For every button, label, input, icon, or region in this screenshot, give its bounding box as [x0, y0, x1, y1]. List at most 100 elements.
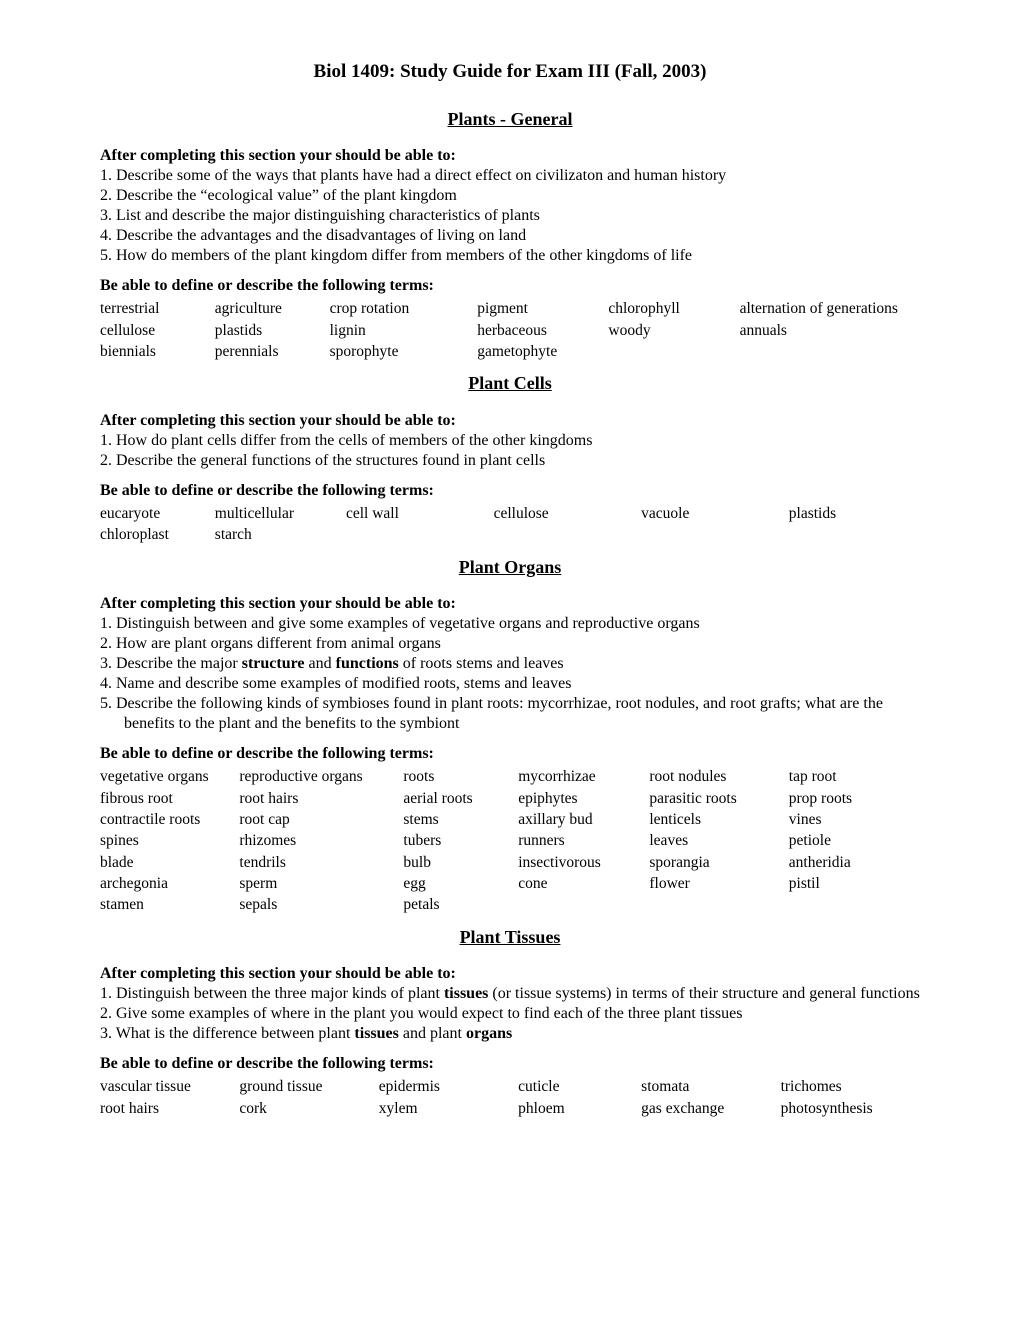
term-cell: fibrous root: [100, 788, 239, 809]
term-cell: gametophyte: [477, 341, 608, 362]
term-cell: [494, 524, 642, 545]
term-cell: [789, 524, 920, 545]
terms-row: vascular tissueground tissueepidermiscut…: [100, 1076, 920, 1097]
term-cell: cellulose: [494, 503, 642, 524]
section-block: Plant Organs After completing this sectio…: [100, 556, 920, 916]
objective-item: 1. Describe some of the ways that plants…: [100, 166, 920, 186]
term-cell: [740, 341, 920, 362]
term-cell: [346, 524, 494, 545]
objective-item: 3. What is the difference between plant …: [100, 1024, 920, 1044]
term-cell: vegetative organs: [100, 766, 239, 787]
objectives-block: After completing this section your shoul…: [100, 594, 920, 734]
objectives-label: After completing this section your shoul…: [100, 964, 920, 984]
objective-item: 1. Distinguish between the three major k…: [100, 984, 920, 1004]
term-cell: sepals: [239, 894, 403, 915]
term-cell: epidermis: [379, 1076, 518, 1097]
term-cell: bulb: [403, 852, 518, 873]
term-cell: [518, 894, 649, 915]
term-cell: stamen: [100, 894, 239, 915]
term-cell: multicellular: [215, 503, 346, 524]
term-cell: cork: [239, 1098, 378, 1119]
term-cell: gas exchange: [641, 1098, 780, 1119]
term-cell: leaves: [649, 830, 788, 851]
term-cell: root nodules: [649, 766, 788, 787]
terms-table: eucaryotemulticellularcell wallcellulose…: [100, 503, 920, 546]
term-cell: [608, 341, 739, 362]
objective-item: 4. Describe the advantages and the disad…: [100, 226, 920, 246]
term-cell: phloem: [518, 1098, 641, 1119]
term-cell: root hairs: [100, 1098, 239, 1119]
terms-row: bladetendrilsbulbinsectivoroussporangiaa…: [100, 852, 920, 873]
term-cell: axillary bud: [518, 809, 649, 830]
term-cell: [641, 524, 789, 545]
objective-item: 5. How do members of the plant kingdom d…: [100, 246, 920, 266]
term-cell: sporophyte: [330, 341, 478, 362]
objective-item: 3. Describe the major structure and func…: [100, 654, 920, 674]
term-cell: vines: [789, 809, 920, 830]
term-cell: flower: [649, 873, 788, 894]
term-cell: aerial roots: [403, 788, 518, 809]
term-cell: xylem: [379, 1098, 518, 1119]
terms-row: terrestrialagriculturecrop rotationpigme…: [100, 298, 920, 319]
terms-row: stamensepalspetals: [100, 894, 920, 915]
terms-row: chloroplaststarch: [100, 524, 920, 545]
page-title: Biol 1409: Study Guide for Exam III (Fal…: [100, 60, 920, 84]
objective-item: 3. List and describe the major distingui…: [100, 206, 920, 226]
terms-row: spinesrhizomestubersrunnersleavespetiole: [100, 830, 920, 851]
term-cell: terrestrial: [100, 298, 215, 319]
objectives-block: After completing this section your shoul…: [100, 146, 920, 266]
terms-table: vascular tissueground tissueepidermiscut…: [100, 1076, 920, 1119]
section-heading: Plants - General: [100, 108, 920, 131]
term-cell: [789, 894, 920, 915]
term-cell: vascular tissue: [100, 1076, 239, 1097]
term-cell: crop rotation: [330, 298, 478, 319]
term-cell: chlorophyll: [608, 298, 739, 319]
term-cell: lignin: [330, 320, 478, 341]
objective-item: 2. Give some examples of where in the pl…: [100, 1004, 920, 1024]
section-heading: Plant Cells: [100, 372, 920, 395]
term-cell: cone: [518, 873, 649, 894]
objective-item: 2. How are plant organs different from a…: [100, 634, 920, 654]
term-cell: archegonia: [100, 873, 239, 894]
term-cell: mycorrhizae: [518, 766, 649, 787]
terms-row: vegetative organsreproductive organsroot…: [100, 766, 920, 787]
term-cell: herbaceous: [477, 320, 608, 341]
terms-label: Be able to define or describe the follow…: [100, 276, 920, 296]
term-cell: petiole: [789, 830, 920, 851]
term-cell: [649, 894, 788, 915]
term-cell: tubers: [403, 830, 518, 851]
term-cell: cellulose: [100, 320, 215, 341]
term-cell: egg: [403, 873, 518, 894]
term-cell: ground tissue: [239, 1076, 378, 1097]
terms-row: celluloseplastidsligninherbaceouswoodyan…: [100, 320, 920, 341]
term-cell: roots: [403, 766, 518, 787]
objectives-block: After completing this section your shoul…: [100, 411, 920, 471]
terms-row: root hairscorkxylemphloemgas exchangepho…: [100, 1098, 920, 1119]
terms-row: biennialsperennialssporophytegametophyte: [100, 341, 920, 362]
terms-row: fibrous rootroot hairsaerial rootsepiphy…: [100, 788, 920, 809]
term-cell: insectivorous: [518, 852, 649, 873]
term-cell: chloroplast: [100, 524, 215, 545]
term-cell: root hairs: [239, 788, 403, 809]
term-cell: prop roots: [789, 788, 920, 809]
section-block: Plant Tissues After completing this secti…: [100, 926, 920, 1119]
term-cell: starch: [215, 524, 346, 545]
term-cell: plastids: [789, 503, 920, 524]
terms-table: vegetative organsreproductive organsroot…: [100, 766, 920, 916]
objective-item: 4. Name and describe some examples of mo…: [100, 674, 920, 694]
term-cell: woody: [608, 320, 739, 341]
term-cell: epiphytes: [518, 788, 649, 809]
term-cell: agriculture: [215, 298, 330, 319]
term-cell: parasitic roots: [649, 788, 788, 809]
term-cell: stems: [403, 809, 518, 830]
section-heading: Plant Organs: [100, 556, 920, 579]
term-cell: trichomes: [781, 1076, 920, 1097]
term-cell: lenticels: [649, 809, 788, 830]
section-block: Plants - General After completing this se…: [100, 108, 920, 363]
objective-item: 2. Describe the general functions of the…: [100, 451, 920, 471]
terms-row: eucaryotemulticellularcell wallcellulose…: [100, 503, 920, 524]
term-cell: runners: [518, 830, 649, 851]
term-cell: rhizomes: [239, 830, 403, 851]
section-heading: Plant Tissues: [100, 926, 920, 949]
term-cell: perennials: [215, 341, 330, 362]
